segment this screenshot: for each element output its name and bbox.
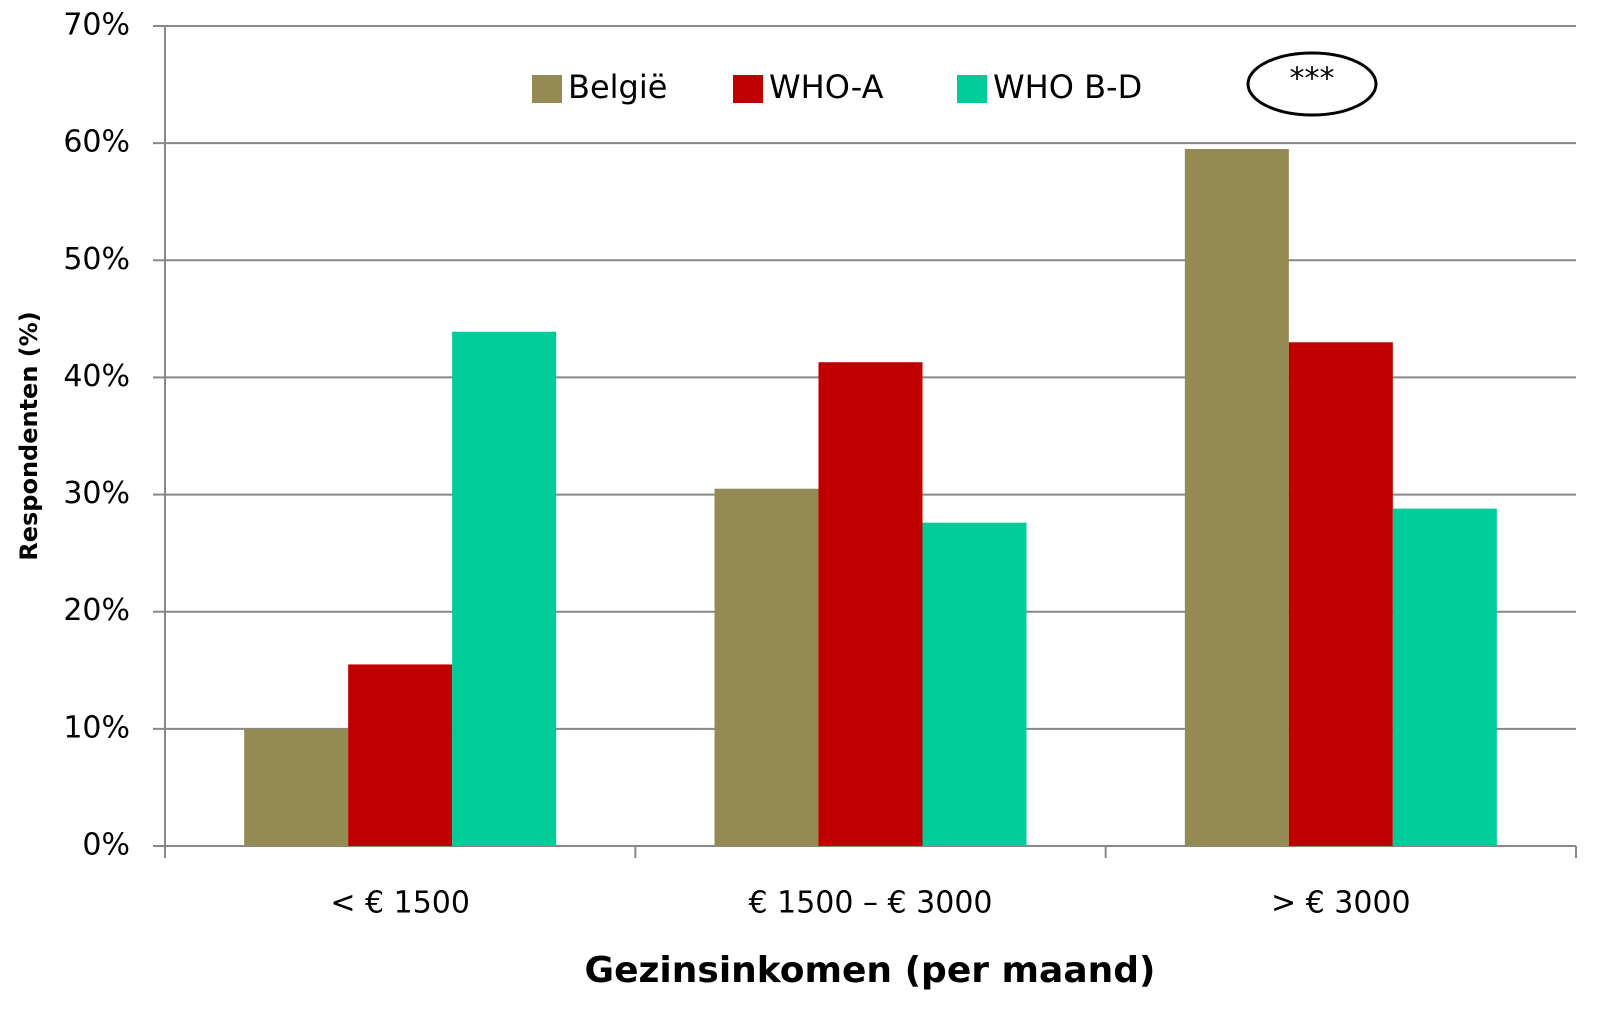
x-tick-label: € 1500 – € 3000 xyxy=(748,886,992,921)
bar xyxy=(348,664,453,846)
y-tick-label: 10% xyxy=(63,710,130,745)
y-tick-label: 0% xyxy=(82,828,130,863)
legend-label: WHO B-D xyxy=(993,68,1142,106)
x-tick-label: < € 1500 xyxy=(330,886,470,921)
legend-swatch xyxy=(532,75,562,103)
bar xyxy=(818,362,923,846)
x-axis-title: Gezinsinkomen (per maand) xyxy=(585,950,1156,991)
y-tick-label: 50% xyxy=(63,242,130,277)
y-axis-title: Respondenten (%) xyxy=(15,311,43,561)
bar xyxy=(452,331,557,846)
bar xyxy=(1392,508,1497,846)
bar xyxy=(1184,149,1289,846)
annotation-ellipse xyxy=(1246,51,1378,117)
y-tick-label: 70% xyxy=(63,8,130,43)
bar xyxy=(1288,342,1393,846)
x-tick-label: > € 3000 xyxy=(1271,886,1411,921)
legend-label: België xyxy=(568,68,667,106)
y-tick-label: 30% xyxy=(63,476,130,511)
legend-swatch xyxy=(957,75,987,103)
bar xyxy=(244,728,349,846)
y-tick-label: 40% xyxy=(63,359,130,394)
y-tick-label: 20% xyxy=(63,593,130,628)
y-tick-label: 60% xyxy=(63,125,130,160)
bar xyxy=(922,522,1027,846)
bar xyxy=(714,488,819,846)
annotation: *** xyxy=(1290,62,1335,97)
legend-label: WHO-A xyxy=(769,68,884,106)
legend-swatch xyxy=(733,75,763,103)
